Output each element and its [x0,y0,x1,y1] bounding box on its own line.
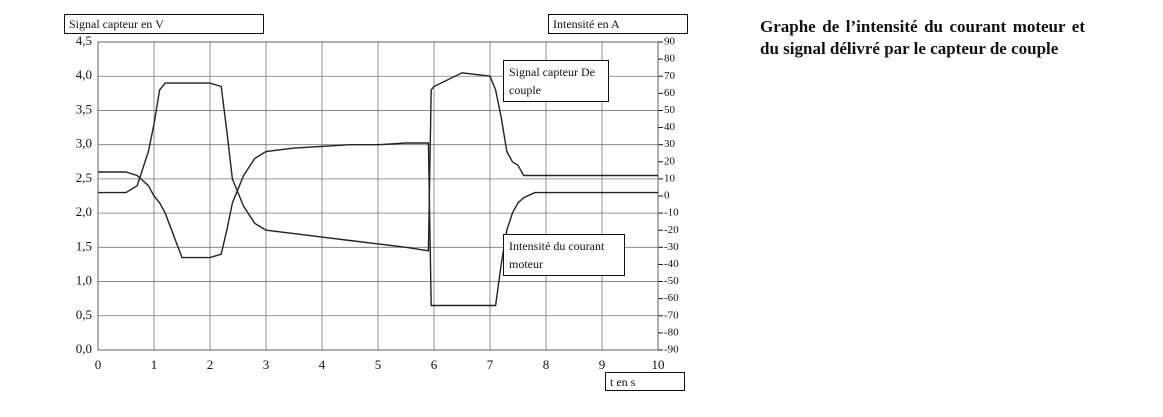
y-tick-label: 4,0 [76,67,92,82]
y2-tick-label: -70 [664,309,679,321]
x-tick-label: 2 [207,357,214,372]
x-tick-label: 1 [151,357,158,372]
x-tick-label: 10 [652,357,665,372]
chart: 0,0 0,5 1,0 1,5 2,0 2,5 3,0 3,5 4,0 4,5 -90 -80 -70 -… [76,33,679,372]
y2-tick-label: -20 [664,224,679,236]
description: Graphe de l’intensité du courant moteur … [760,17,1085,58]
x-tick-label: 4 [319,357,326,372]
y2-tick-label: -90 [664,344,679,356]
series-line [98,142,658,307]
x-axis-label: t en s [605,372,685,391]
y2-tick-label: 20 [664,155,676,167]
y-axis-label: Signal capteur en V [64,14,264,34]
y2-tick-label: -50 [664,275,679,287]
y2-tick-label: 50 [664,104,676,116]
y2-tick-label: 90 [664,36,676,48]
y-tick-label: 3,5 [76,101,92,116]
y-tick-label: 0,5 [76,307,92,322]
x-tick-label: 7 [487,357,494,372]
x-tick-label: 3 [263,357,270,372]
y-tick-label: 3,0 [76,136,92,151]
series-annotation: Intensité du courant moteur [503,234,625,276]
y2-tick-label: 0 [664,190,670,202]
y-tick-label: 2,0 [76,204,92,219]
y-tick-label: 1,5 [76,238,92,253]
y2-tick-label: -10 [664,207,679,219]
x-tick-label: 9 [599,357,606,372]
y2-tick-label: -30 [664,241,679,253]
y2-tick-label: -40 [664,258,679,270]
y-tick-label: 0,0 [76,341,92,356]
y2-tick-label: -60 [664,292,679,304]
x-tick-label: 5 [375,357,382,372]
x-tick-label: 0 [95,357,102,372]
y2-tick-label: 10 [664,172,676,184]
x-tick-label: 6 [431,357,438,372]
series-line [98,72,658,252]
y-tick-label: 4,5 [76,33,92,48]
y-tick-label: 2,5 [76,170,92,185]
y2-tick-label: 80 [664,53,676,65]
y2-tick-label: -80 [664,326,679,338]
y2-tick-label: 30 [664,138,676,150]
y-tick-label: 1,0 [76,273,92,288]
y2-axis-label: Intensité en A [548,14,688,34]
series-annotation: Signal capteur De couple [503,60,609,102]
y2-tick-label: 70 [664,70,676,82]
x-tick-label: 8 [543,357,550,372]
y2-tick-label: 40 [664,121,676,133]
y2-tick-label: 60 [664,87,676,99]
